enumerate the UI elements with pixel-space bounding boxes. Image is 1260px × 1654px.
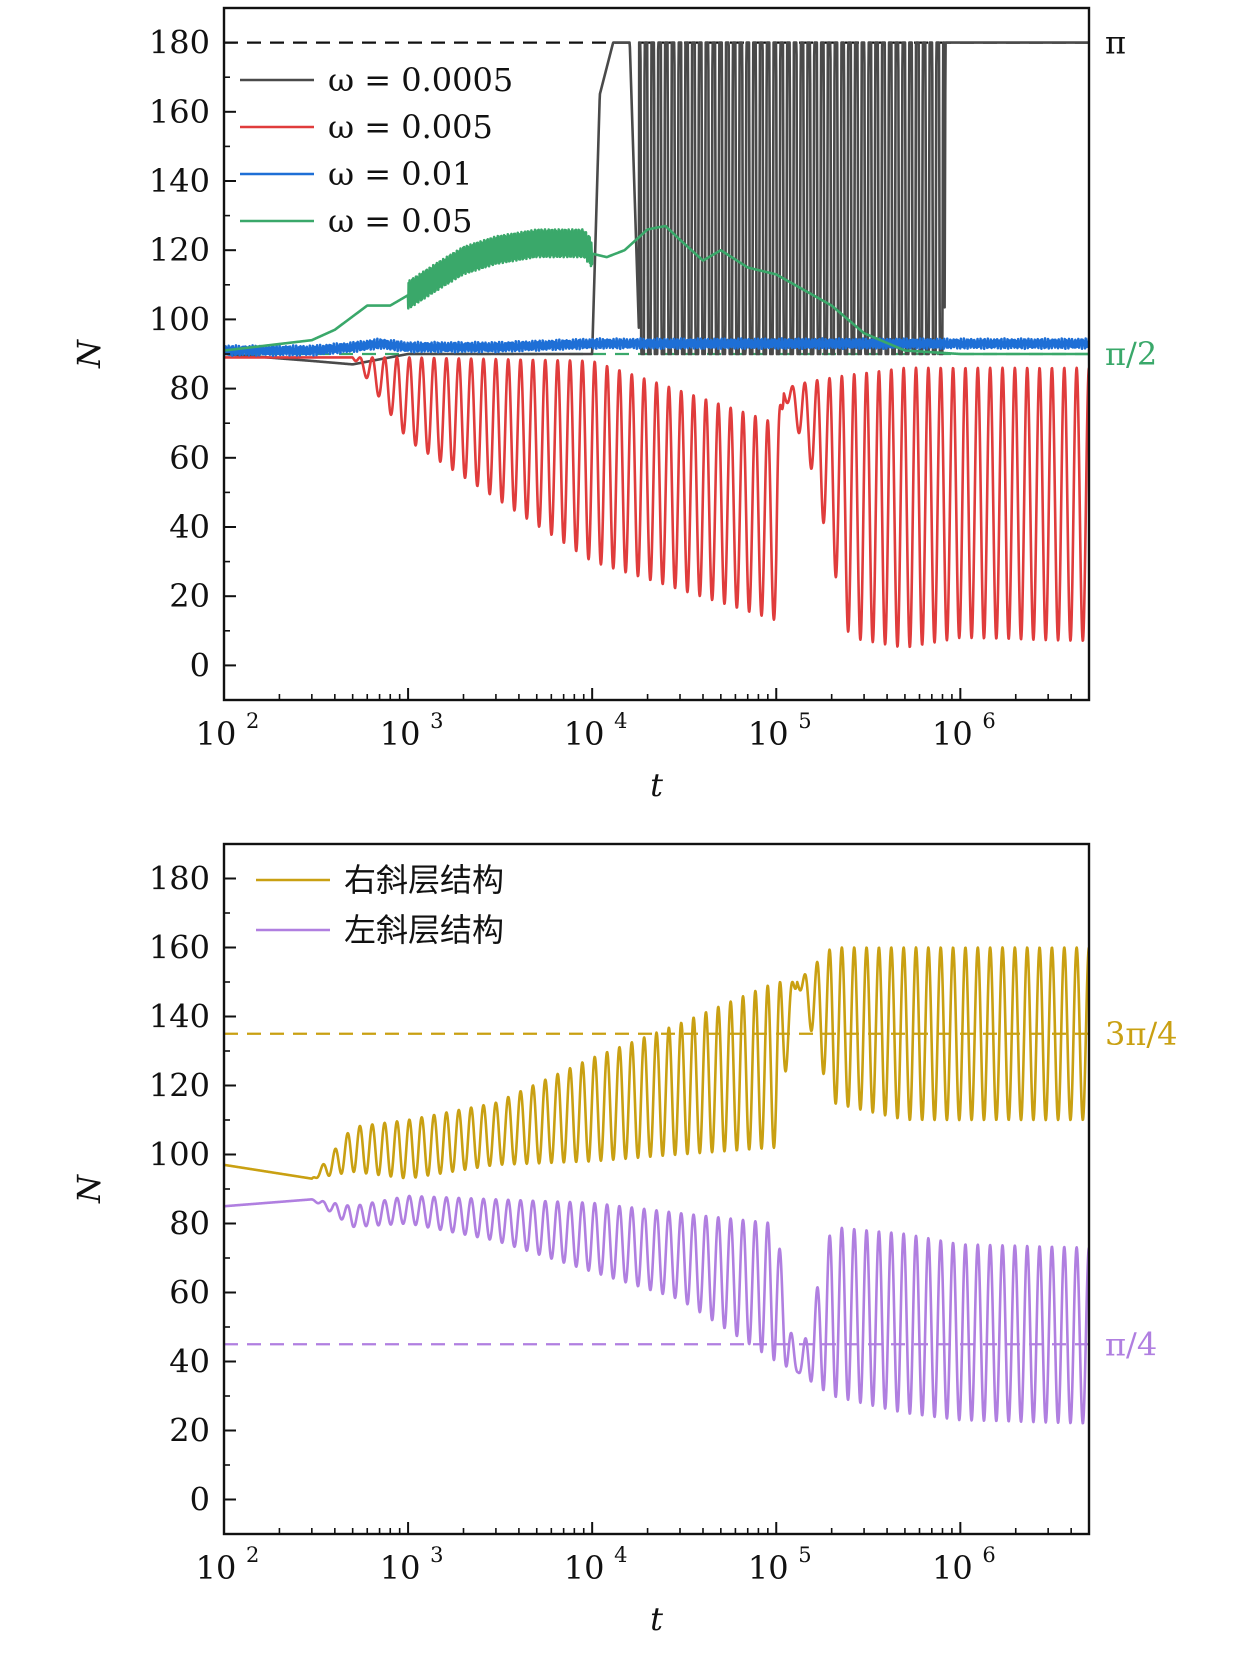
- reference-label: π/2: [1105, 335, 1157, 373]
- y-tick-label: 60: [169, 1274, 210, 1312]
- series-line-1: [224, 41, 1089, 366]
- legend-label: 右斜层结构: [344, 861, 504, 899]
- x-tick-exponent: 6: [982, 709, 995, 733]
- x-tick-exponent: 5: [798, 709, 811, 733]
- y-axis-label: N: [70, 339, 108, 369]
- y-tick-label: 180: [149, 860, 210, 898]
- y-tick-label: 20: [169, 577, 210, 615]
- chart-panel-2: 3π/4 π/4 0 20 40 60 80 100 120 140 160 180 10 2 10 3 10 4…: [70, 842, 1178, 1638]
- series-line-3: [224, 337, 1089, 357]
- x-axis-label: t: [650, 766, 663, 804]
- y-tick-label: 80: [169, 370, 210, 408]
- y-tick-label: 160: [149, 929, 210, 967]
- x-tick-exponent: 4: [614, 1543, 627, 1567]
- y-tick-label: 100: [149, 1136, 210, 1174]
- legend: ω = 0.0005 ω = 0.005 ω = 0.01 ω = 0.05: [240, 61, 513, 240]
- series-group: [224, 946, 1089, 1425]
- x-tick-exponent: 3: [430, 1543, 443, 1567]
- y-tick-label: 140: [149, 998, 210, 1036]
- reference-label: 3π/4: [1105, 1015, 1178, 1053]
- y-tick-label: 80: [169, 1205, 210, 1243]
- x-tick-label: 10: [196, 1549, 237, 1587]
- y-tick-label: 100: [149, 300, 210, 338]
- reference-label: π/4: [1105, 1325, 1157, 1363]
- x-tick-label: 10: [380, 715, 421, 753]
- y-tick-label: 20: [169, 1412, 210, 1450]
- series-line-2: [224, 1194, 1089, 1425]
- y-tick-label: 120: [149, 231, 210, 269]
- x-tick-label: 10: [564, 1549, 605, 1587]
- x-tick-exponent: 5: [798, 1543, 811, 1567]
- y-tick-label: 180: [149, 24, 210, 62]
- y-axis-label: N: [70, 1174, 108, 1204]
- series-group: [224, 41, 1089, 649]
- legend-label: ω = 0.05: [328, 202, 473, 240]
- y-tick-label: 0: [190, 1481, 210, 1519]
- series-line-2: [224, 356, 1089, 649]
- x-tick-label: 10: [748, 1549, 789, 1587]
- chart-panel-1: π π/2 0 20 40 60 80 100 120 140 160 180 10 2 10 3 10 4 10 5…: [70, 6, 1157, 804]
- x-tick-label: 10: [564, 715, 605, 753]
- reference-label: π: [1105, 24, 1126, 62]
- legend-label: ω = 0.005: [328, 108, 493, 146]
- x-tick-label: 10: [196, 715, 237, 753]
- y-tick-label: 160: [149, 93, 210, 131]
- x-tick-label: 10: [748, 715, 789, 753]
- legend-label: ω = 0.01: [328, 155, 473, 193]
- x-tick-exponent: 3: [430, 709, 443, 733]
- x-tick-exponent: 2: [246, 1543, 259, 1567]
- y-tick-label: 60: [169, 439, 210, 477]
- series-line-1: [224, 946, 1089, 1180]
- x-tick-label: 10: [380, 1549, 421, 1587]
- x-axis-label: t: [650, 1600, 663, 1638]
- legend-label: 左斜层结构: [344, 911, 504, 949]
- y-tick-label: 40: [169, 1343, 210, 1381]
- x-tick-exponent: 4: [614, 709, 627, 733]
- series-line-4: [224, 224, 1089, 356]
- y-tick-label: 140: [149, 162, 210, 200]
- x-tick-label: 10: [932, 715, 973, 753]
- y-tick-label: 0: [190, 646, 210, 684]
- y-tick-label: 120: [149, 1067, 210, 1105]
- x-tick-label: 10: [932, 1549, 973, 1587]
- legend-label: ω = 0.0005: [328, 61, 513, 99]
- x-tick-exponent: 6: [982, 1543, 995, 1567]
- y-tick-label: 40: [169, 508, 210, 546]
- x-tick-exponent: 2: [246, 709, 259, 733]
